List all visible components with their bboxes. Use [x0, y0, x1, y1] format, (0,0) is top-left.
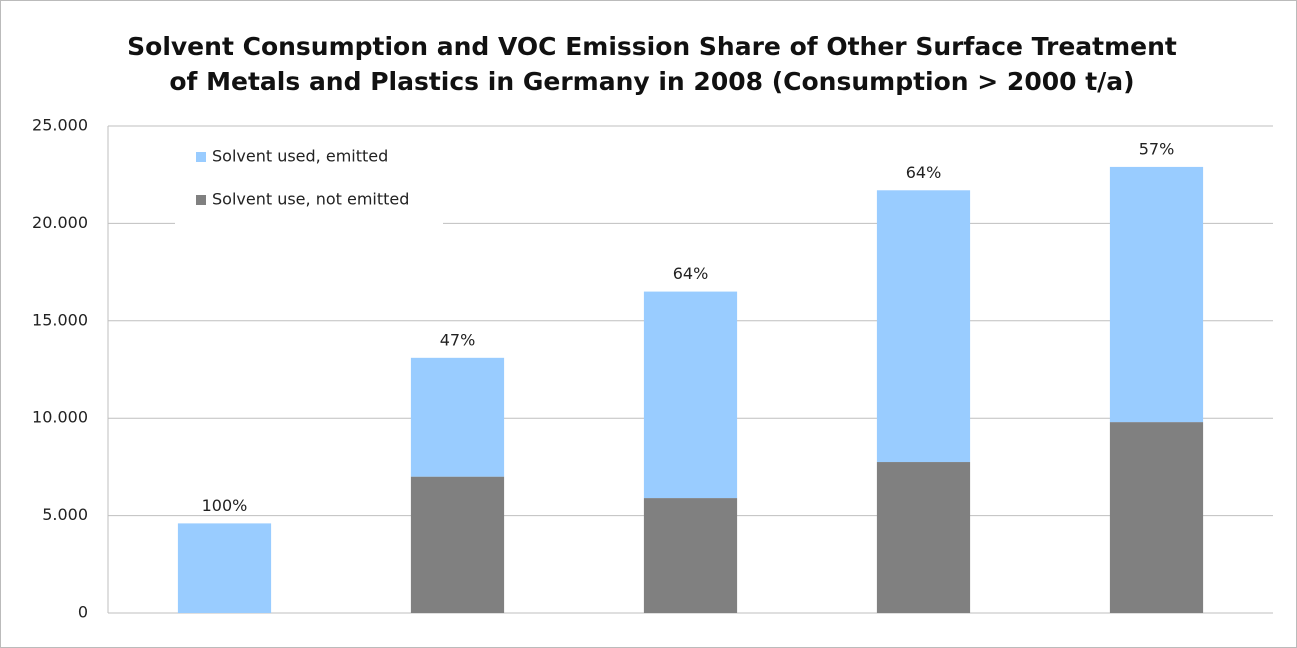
bar-segment [177, 523, 272, 613]
y-tick-label: 15.000 [32, 310, 88, 329]
bar-label: 64% [673, 264, 709, 283]
chart-title: of Metals and Plastics in Germany in 200… [169, 67, 1134, 96]
bar-segment [1109, 422, 1204, 613]
y-tick-label: 20.000 [32, 213, 88, 232]
legend-label: Solvent use, not emitted [212, 190, 409, 209]
bar-segment [876, 190, 971, 463]
chart-title: Solvent Consumption and VOC Emission Sha… [127, 32, 1177, 61]
bar-segment [643, 498, 738, 613]
bar-label: 47% [440, 330, 476, 349]
bar-segment [643, 291, 738, 499]
bar-label: 100% [202, 496, 248, 515]
bar-label: 57% [1139, 139, 1175, 158]
y-tick-label: 25.000 [32, 116, 88, 135]
bar-segment [1109, 166, 1204, 423]
bar-segment [876, 462, 971, 613]
legend-swatch [196, 195, 206, 205]
legend-label: Solvent used, emitted [212, 147, 388, 166]
bar-segment [410, 476, 505, 613]
y-tick-label: 10.000 [32, 408, 88, 427]
legend-swatch [196, 152, 206, 162]
bar-segment [410, 357, 505, 477]
bar-label: 64% [906, 163, 942, 182]
legend-box [175, 137, 443, 235]
y-tick-label: 5.000 [42, 505, 88, 524]
y-tick-label: 0 [78, 603, 88, 622]
